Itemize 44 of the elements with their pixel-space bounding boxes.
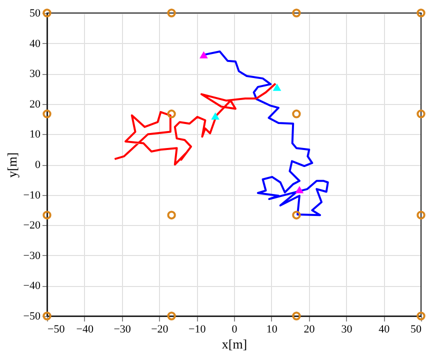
point — [42, 312, 52, 320]
x-tick-label: −50 — [48, 324, 66, 336]
x-axis-title: x[m] — [222, 336, 248, 352]
y-tick-label: −20 — [23, 220, 41, 232]
y-tick-label: −30 — [23, 250, 41, 262]
point — [167, 110, 176, 118]
point — [167, 210, 176, 220]
x-tick-label: −30 — [114, 324, 132, 336]
point — [295, 186, 304, 194]
point — [167, 8, 176, 18]
x-tick-label: 20 — [304, 324, 316, 336]
point — [292, 312, 301, 320]
point — [416, 312, 426, 320]
y-tick-label: −50 — [23, 310, 41, 322]
x-tick-label: 30 — [341, 324, 353, 336]
point — [292, 8, 301, 18]
y-tick-label: 10 — [30, 128, 41, 141]
y-tick-label: 50 — [30, 8, 41, 20]
point — [167, 312, 176, 320]
point — [42, 8, 52, 18]
y-tick-label: −40 — [23, 280, 41, 292]
y-tick-label: 30 — [30, 68, 41, 80]
y-tick-label: 40 — [30, 38, 41, 50]
point — [416, 210, 426, 220]
point — [416, 110, 426, 118]
point — [272, 84, 282, 91]
y-tick-label: 20 — [30, 98, 41, 110]
x-tick-label: −20 — [151, 324, 169, 336]
x-tick-label: 40 — [378, 324, 390, 336]
y-tick-label: −10 — [23, 189, 41, 202]
x-tick-label: −40 — [76, 324, 94, 336]
point — [42, 110, 52, 118]
y-axis-title: y[m] — [4, 152, 20, 178]
x-tick-label: 0 — [232, 324, 238, 336]
point — [292, 110, 301, 118]
point — [42, 210, 52, 220]
x-tick-label: −10 — [188, 324, 206, 336]
x-tick-label: 50 — [410, 324, 422, 336]
x-tick-label: 10 — [266, 324, 278, 336]
point — [292, 210, 301, 220]
y-tick-label: 0 — [35, 159, 41, 171]
point — [416, 8, 426, 18]
point — [211, 112, 220, 120]
point — [200, 51, 208, 58]
